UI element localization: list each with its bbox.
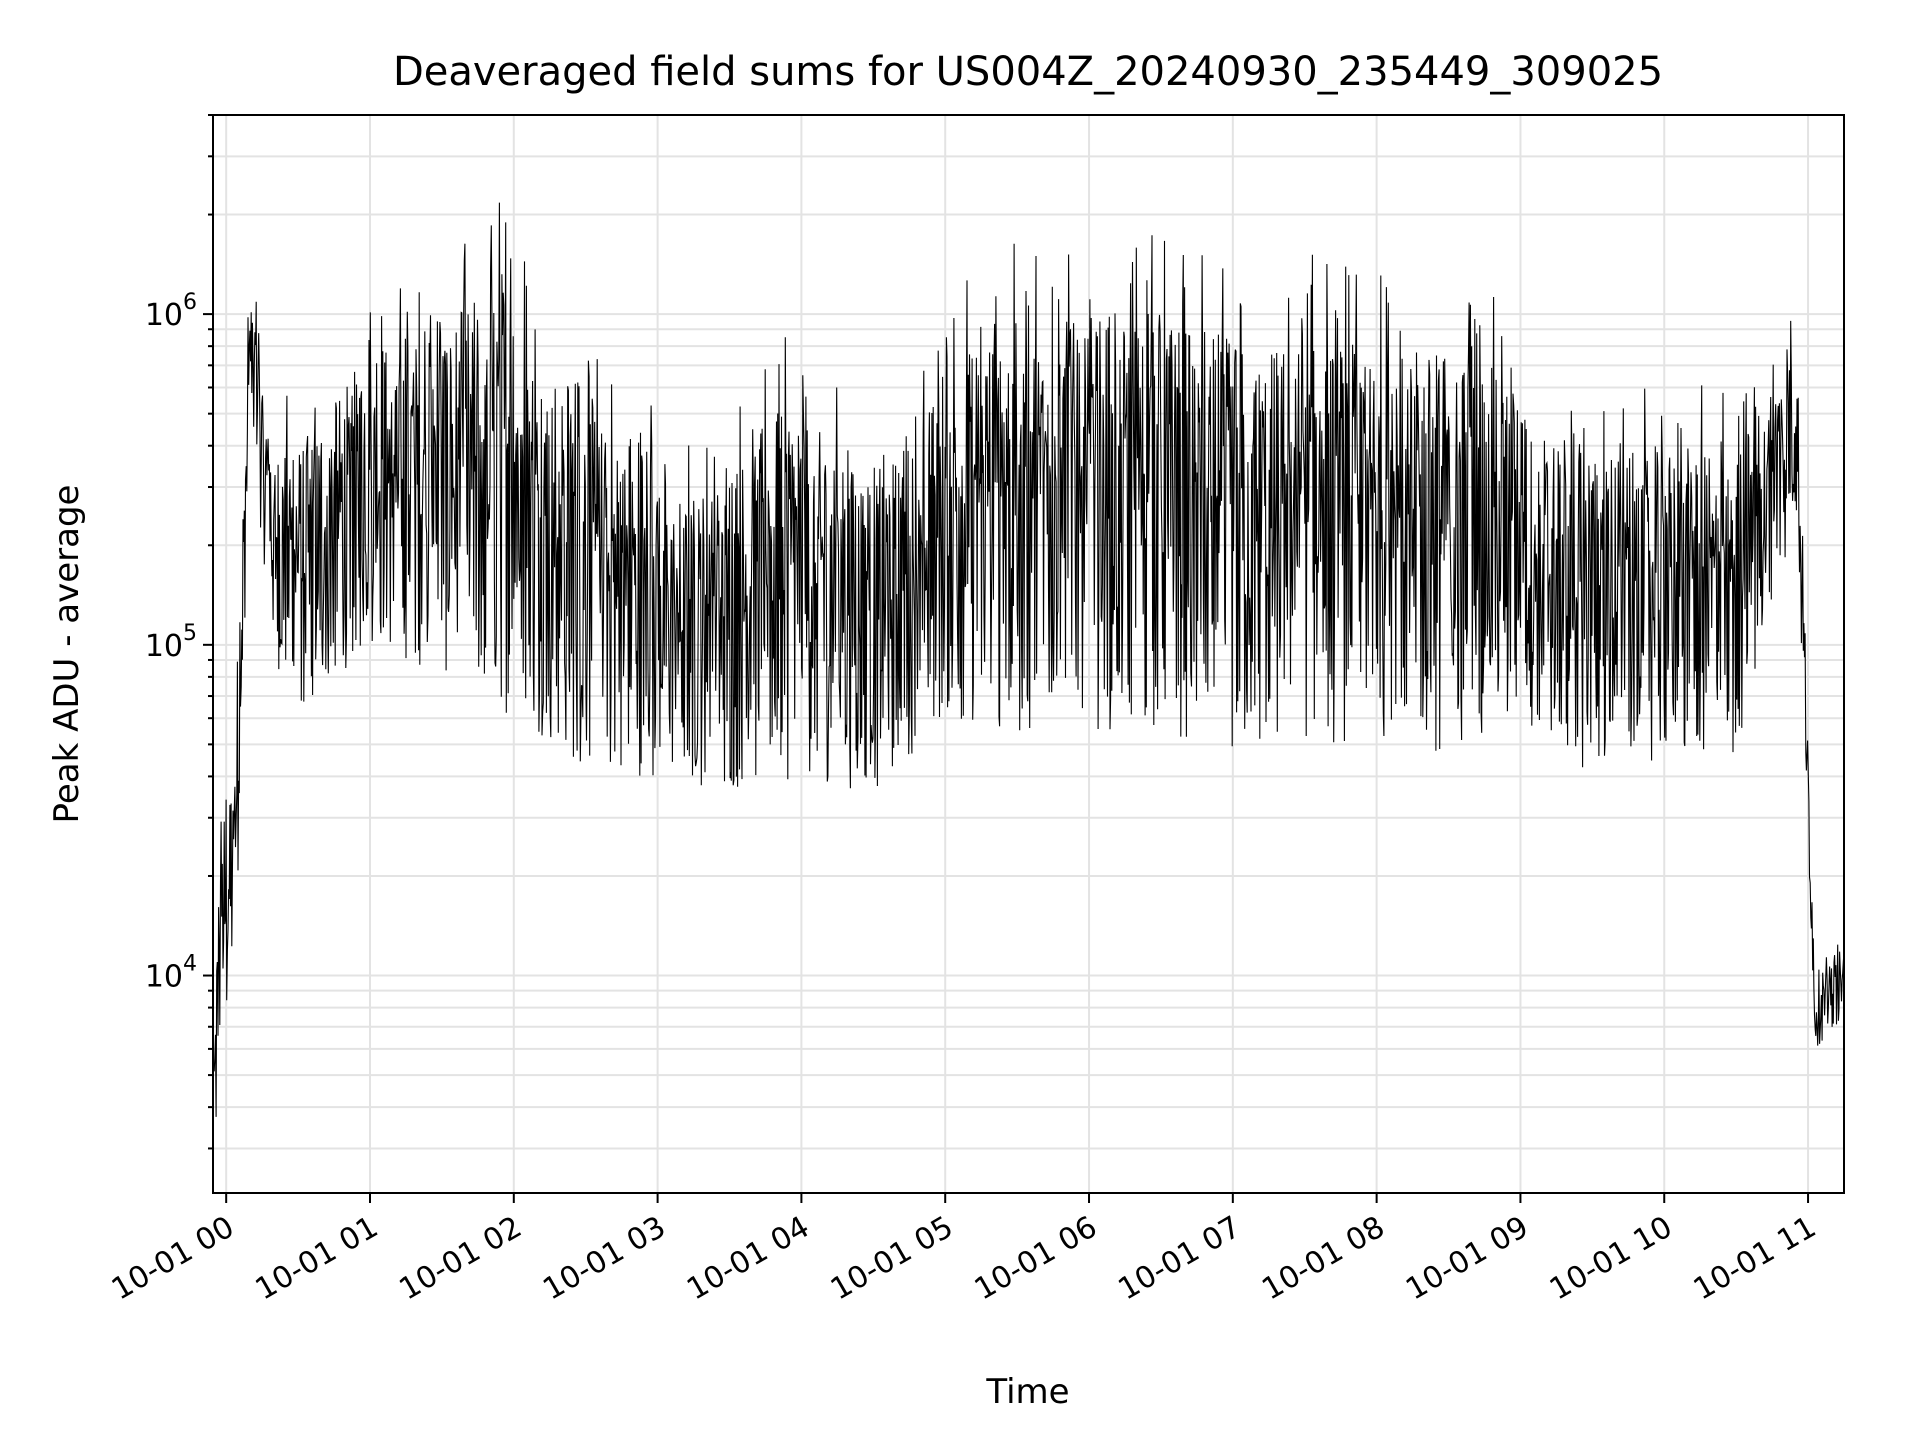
y-axis-label: Peak ADU - average bbox=[47, 485, 87, 824]
x-axis-label: Time bbox=[985, 1372, 1069, 1412]
y-tick-base: 10 bbox=[145, 629, 183, 664]
y-tick-label: 104 bbox=[145, 952, 197, 995]
series-layer bbox=[213, 202, 1845, 1117]
y-tick-exponent: 6 bbox=[183, 290, 197, 315]
y-tick-base: 10 bbox=[145, 960, 183, 995]
y-tick-label: 106 bbox=[145, 290, 197, 333]
y-tick-exponent: 4 bbox=[183, 952, 197, 977]
data-series-line bbox=[213, 202, 1845, 1117]
chart-title: Deaveraged field sums for US004Z_2024093… bbox=[393, 49, 1663, 95]
plot-frame bbox=[212, 114, 1845, 1194]
y-tick-label: 105 bbox=[145, 621, 197, 664]
y-tick-exponent: 5 bbox=[183, 621, 197, 646]
y-tick-base: 10 bbox=[145, 298, 183, 333]
